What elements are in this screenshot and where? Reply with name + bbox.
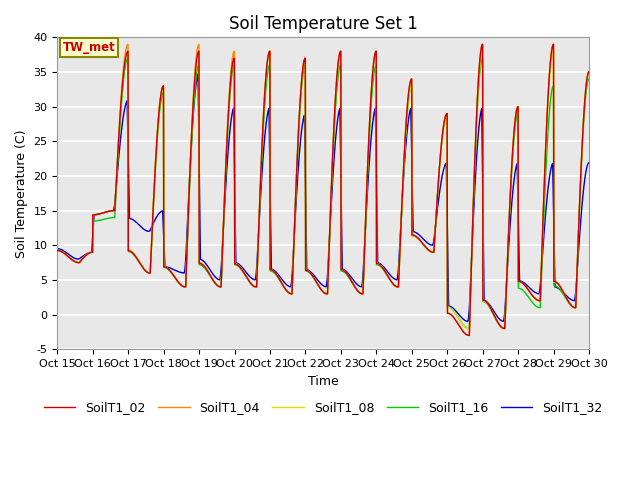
SoilT1_16 xyxy=(585,76,593,82)
SoilT1_32 xyxy=(167,265,175,271)
SoilT1_16 xyxy=(271,270,278,276)
SoilT1_04 xyxy=(271,269,278,275)
SoilT1_16 xyxy=(84,251,92,257)
SoilT1_16 xyxy=(124,55,132,61)
Line: SoilT1_08: SoilT1_08 xyxy=(58,51,589,328)
SoilT1_08 xyxy=(54,248,61,253)
SoilT1_02 xyxy=(465,333,473,338)
SoilT1_08 xyxy=(271,269,278,275)
SoilT1_04 xyxy=(273,273,281,278)
Line: SoilT1_16: SoilT1_16 xyxy=(58,58,589,328)
SoilT1_04 xyxy=(124,41,132,47)
SoilT1_08 xyxy=(273,273,281,278)
SoilT1_16 xyxy=(253,284,260,290)
SoilT1_02 xyxy=(273,272,281,278)
Text: TW_met: TW_met xyxy=(63,41,115,54)
Title: Soil Temperature Set 1: Soil Temperature Set 1 xyxy=(228,15,418,33)
X-axis label: Time: Time xyxy=(308,374,339,387)
SoilT1_02 xyxy=(167,269,175,275)
Line: SoilT1_02: SoilT1_02 xyxy=(58,44,589,336)
SoilT1_02 xyxy=(479,41,486,47)
SoilT1_02 xyxy=(585,69,593,75)
SoilT1_04 xyxy=(54,248,61,253)
SoilT1_04 xyxy=(417,238,424,244)
SoilT1_02 xyxy=(271,269,278,275)
Legend: SoilT1_02, SoilT1_04, SoilT1_08, SoilT1_16, SoilT1_32: SoilT1_02, SoilT1_04, SoilT1_08, SoilT1_… xyxy=(39,396,607,419)
SoilT1_08 xyxy=(84,251,92,257)
SoilT1_32 xyxy=(271,268,278,274)
SoilT1_08 xyxy=(417,239,424,244)
SoilT1_04 xyxy=(253,284,260,290)
Line: SoilT1_04: SoilT1_04 xyxy=(58,44,589,336)
SoilT1_32 xyxy=(273,270,281,276)
SoilT1_04 xyxy=(84,251,92,257)
SoilT1_04 xyxy=(465,333,473,338)
SoilT1_32 xyxy=(54,246,61,252)
SoilT1_04 xyxy=(585,69,593,75)
SoilT1_04 xyxy=(167,269,175,275)
SoilT1_32 xyxy=(194,71,202,77)
SoilT1_02 xyxy=(417,238,424,243)
SoilT1_16 xyxy=(54,248,61,253)
SoilT1_08 xyxy=(167,269,175,275)
SoilT1_02 xyxy=(84,251,92,257)
SoilT1_08 xyxy=(585,69,593,75)
SoilT1_16 xyxy=(167,270,175,276)
SoilT1_32 xyxy=(253,266,260,272)
SoilT1_16 xyxy=(465,325,473,331)
SoilT1_32 xyxy=(585,159,593,165)
SoilT1_02 xyxy=(54,248,61,253)
SoilT1_16 xyxy=(273,274,281,279)
SoilT1_02 xyxy=(252,284,260,290)
Line: SoilT1_32: SoilT1_32 xyxy=(58,74,589,322)
SoilT1_32 xyxy=(464,319,472,324)
Y-axis label: Soil Temperature (C): Soil Temperature (C) xyxy=(15,129,28,258)
SoilT1_08 xyxy=(124,48,132,54)
SoilT1_08 xyxy=(253,284,260,290)
SoilT1_32 xyxy=(84,251,92,256)
SoilT1_16 xyxy=(417,239,424,244)
SoilT1_08 xyxy=(465,325,473,331)
SoilT1_32 xyxy=(417,233,424,239)
